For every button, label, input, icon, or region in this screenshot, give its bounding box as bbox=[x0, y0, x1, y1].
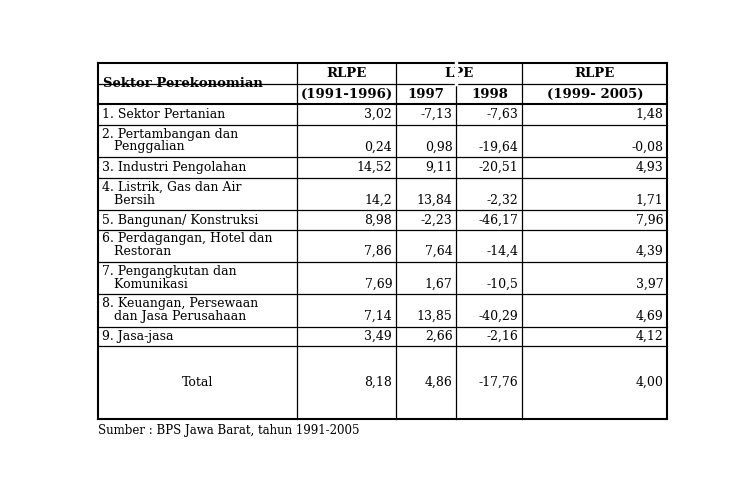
Text: Sumber : BPS Jawa Barat, tahun 1991-2005: Sumber : BPS Jawa Barat, tahun 1991-2005 bbox=[98, 424, 359, 437]
Text: 7,64: 7,64 bbox=[424, 245, 452, 258]
Text: 1998: 1998 bbox=[471, 88, 508, 101]
Text: 0,98: 0,98 bbox=[424, 140, 452, 153]
Text: -17,76: -17,76 bbox=[478, 376, 518, 389]
Text: -14,4: -14,4 bbox=[487, 245, 518, 258]
Text: -2,23: -2,23 bbox=[421, 214, 452, 227]
Text: 4,12: 4,12 bbox=[635, 330, 663, 343]
Text: -20,51: -20,51 bbox=[478, 161, 518, 174]
Text: LPE: LPE bbox=[445, 67, 474, 80]
Text: 7,14: 7,14 bbox=[364, 310, 392, 323]
Text: 4,69: 4,69 bbox=[635, 310, 663, 323]
Text: -19,64: -19,64 bbox=[478, 140, 518, 153]
Text: 7,96: 7,96 bbox=[636, 214, 663, 227]
Text: 14,52: 14,52 bbox=[356, 161, 392, 174]
Text: 4,39: 4,39 bbox=[635, 245, 663, 258]
Text: 13,85: 13,85 bbox=[417, 310, 452, 323]
Text: 8,18: 8,18 bbox=[364, 376, 392, 389]
Text: 4,86: 4,86 bbox=[424, 376, 452, 389]
Text: 13,84: 13,84 bbox=[417, 193, 452, 207]
Text: 1,67: 1,67 bbox=[424, 278, 452, 291]
Text: 8,98: 8,98 bbox=[364, 214, 392, 227]
Text: 8. Keuangan, Persewaan: 8. Keuangan, Persewaan bbox=[102, 297, 259, 310]
Text: Bersih: Bersih bbox=[102, 193, 155, 207]
Text: 9,11: 9,11 bbox=[424, 161, 452, 174]
Text: 1. Sektor Pertanian: 1. Sektor Pertanian bbox=[102, 108, 226, 121]
Text: 3,97: 3,97 bbox=[636, 278, 663, 291]
Text: Total: Total bbox=[182, 376, 213, 389]
Text: 9. Jasa-jasa: 9. Jasa-jasa bbox=[102, 330, 174, 343]
Text: 6. Perdagangan, Hotel dan: 6. Perdagangan, Hotel dan bbox=[102, 232, 273, 245]
Text: Restoran: Restoran bbox=[102, 245, 172, 258]
Text: RLPE: RLPE bbox=[574, 67, 615, 80]
Text: 1997: 1997 bbox=[408, 88, 445, 101]
Text: -7,63: -7,63 bbox=[487, 108, 518, 121]
Text: Komunikasi: Komunikasi bbox=[102, 278, 188, 291]
Text: -46,17: -46,17 bbox=[478, 214, 518, 227]
Text: (1991-1996): (1991-1996) bbox=[300, 88, 392, 101]
Text: 3. Industri Pengolahan: 3. Industri Pengolahan bbox=[102, 161, 247, 174]
Text: -2,16: -2,16 bbox=[487, 330, 518, 343]
Text: Penggalian: Penggalian bbox=[102, 140, 185, 153]
Text: 2,66: 2,66 bbox=[424, 330, 452, 343]
Text: -2,32: -2,32 bbox=[487, 193, 518, 207]
Text: 4. Listrik, Gas dan Air: 4. Listrik, Gas dan Air bbox=[102, 181, 242, 193]
Text: 7,69: 7,69 bbox=[364, 278, 392, 291]
Text: Sektor Perekonomian: Sektor Perekonomian bbox=[103, 77, 263, 90]
Text: 2. Pertambangan dan: 2. Pertambangan dan bbox=[102, 127, 238, 140]
Text: 4,00: 4,00 bbox=[635, 376, 663, 389]
Text: -40,29: -40,29 bbox=[478, 310, 518, 323]
Text: 3,02: 3,02 bbox=[364, 108, 392, 121]
Text: 1,48: 1,48 bbox=[635, 108, 663, 121]
Text: -10,5: -10,5 bbox=[487, 278, 518, 291]
Text: 4,93: 4,93 bbox=[635, 161, 663, 174]
Text: (1999- 2005): (1999- 2005) bbox=[547, 88, 643, 101]
Text: dan Jasa Perusahaan: dan Jasa Perusahaan bbox=[102, 310, 247, 323]
Text: RLPE: RLPE bbox=[326, 67, 367, 80]
Text: 5. Bangunan/ Konstruksi: 5. Bangunan/ Konstruksi bbox=[102, 214, 259, 227]
Text: -0,08: -0,08 bbox=[632, 140, 663, 153]
Text: -7,13: -7,13 bbox=[421, 108, 452, 121]
Text: 7. Pengangkutan dan: 7. Pengangkutan dan bbox=[102, 264, 237, 278]
Text: 7,86: 7,86 bbox=[364, 245, 392, 258]
Text: 1,71: 1,71 bbox=[635, 193, 663, 207]
Text: 14,2: 14,2 bbox=[364, 193, 392, 207]
Text: 0,24: 0,24 bbox=[364, 140, 392, 153]
Text: 3,49: 3,49 bbox=[364, 330, 392, 343]
